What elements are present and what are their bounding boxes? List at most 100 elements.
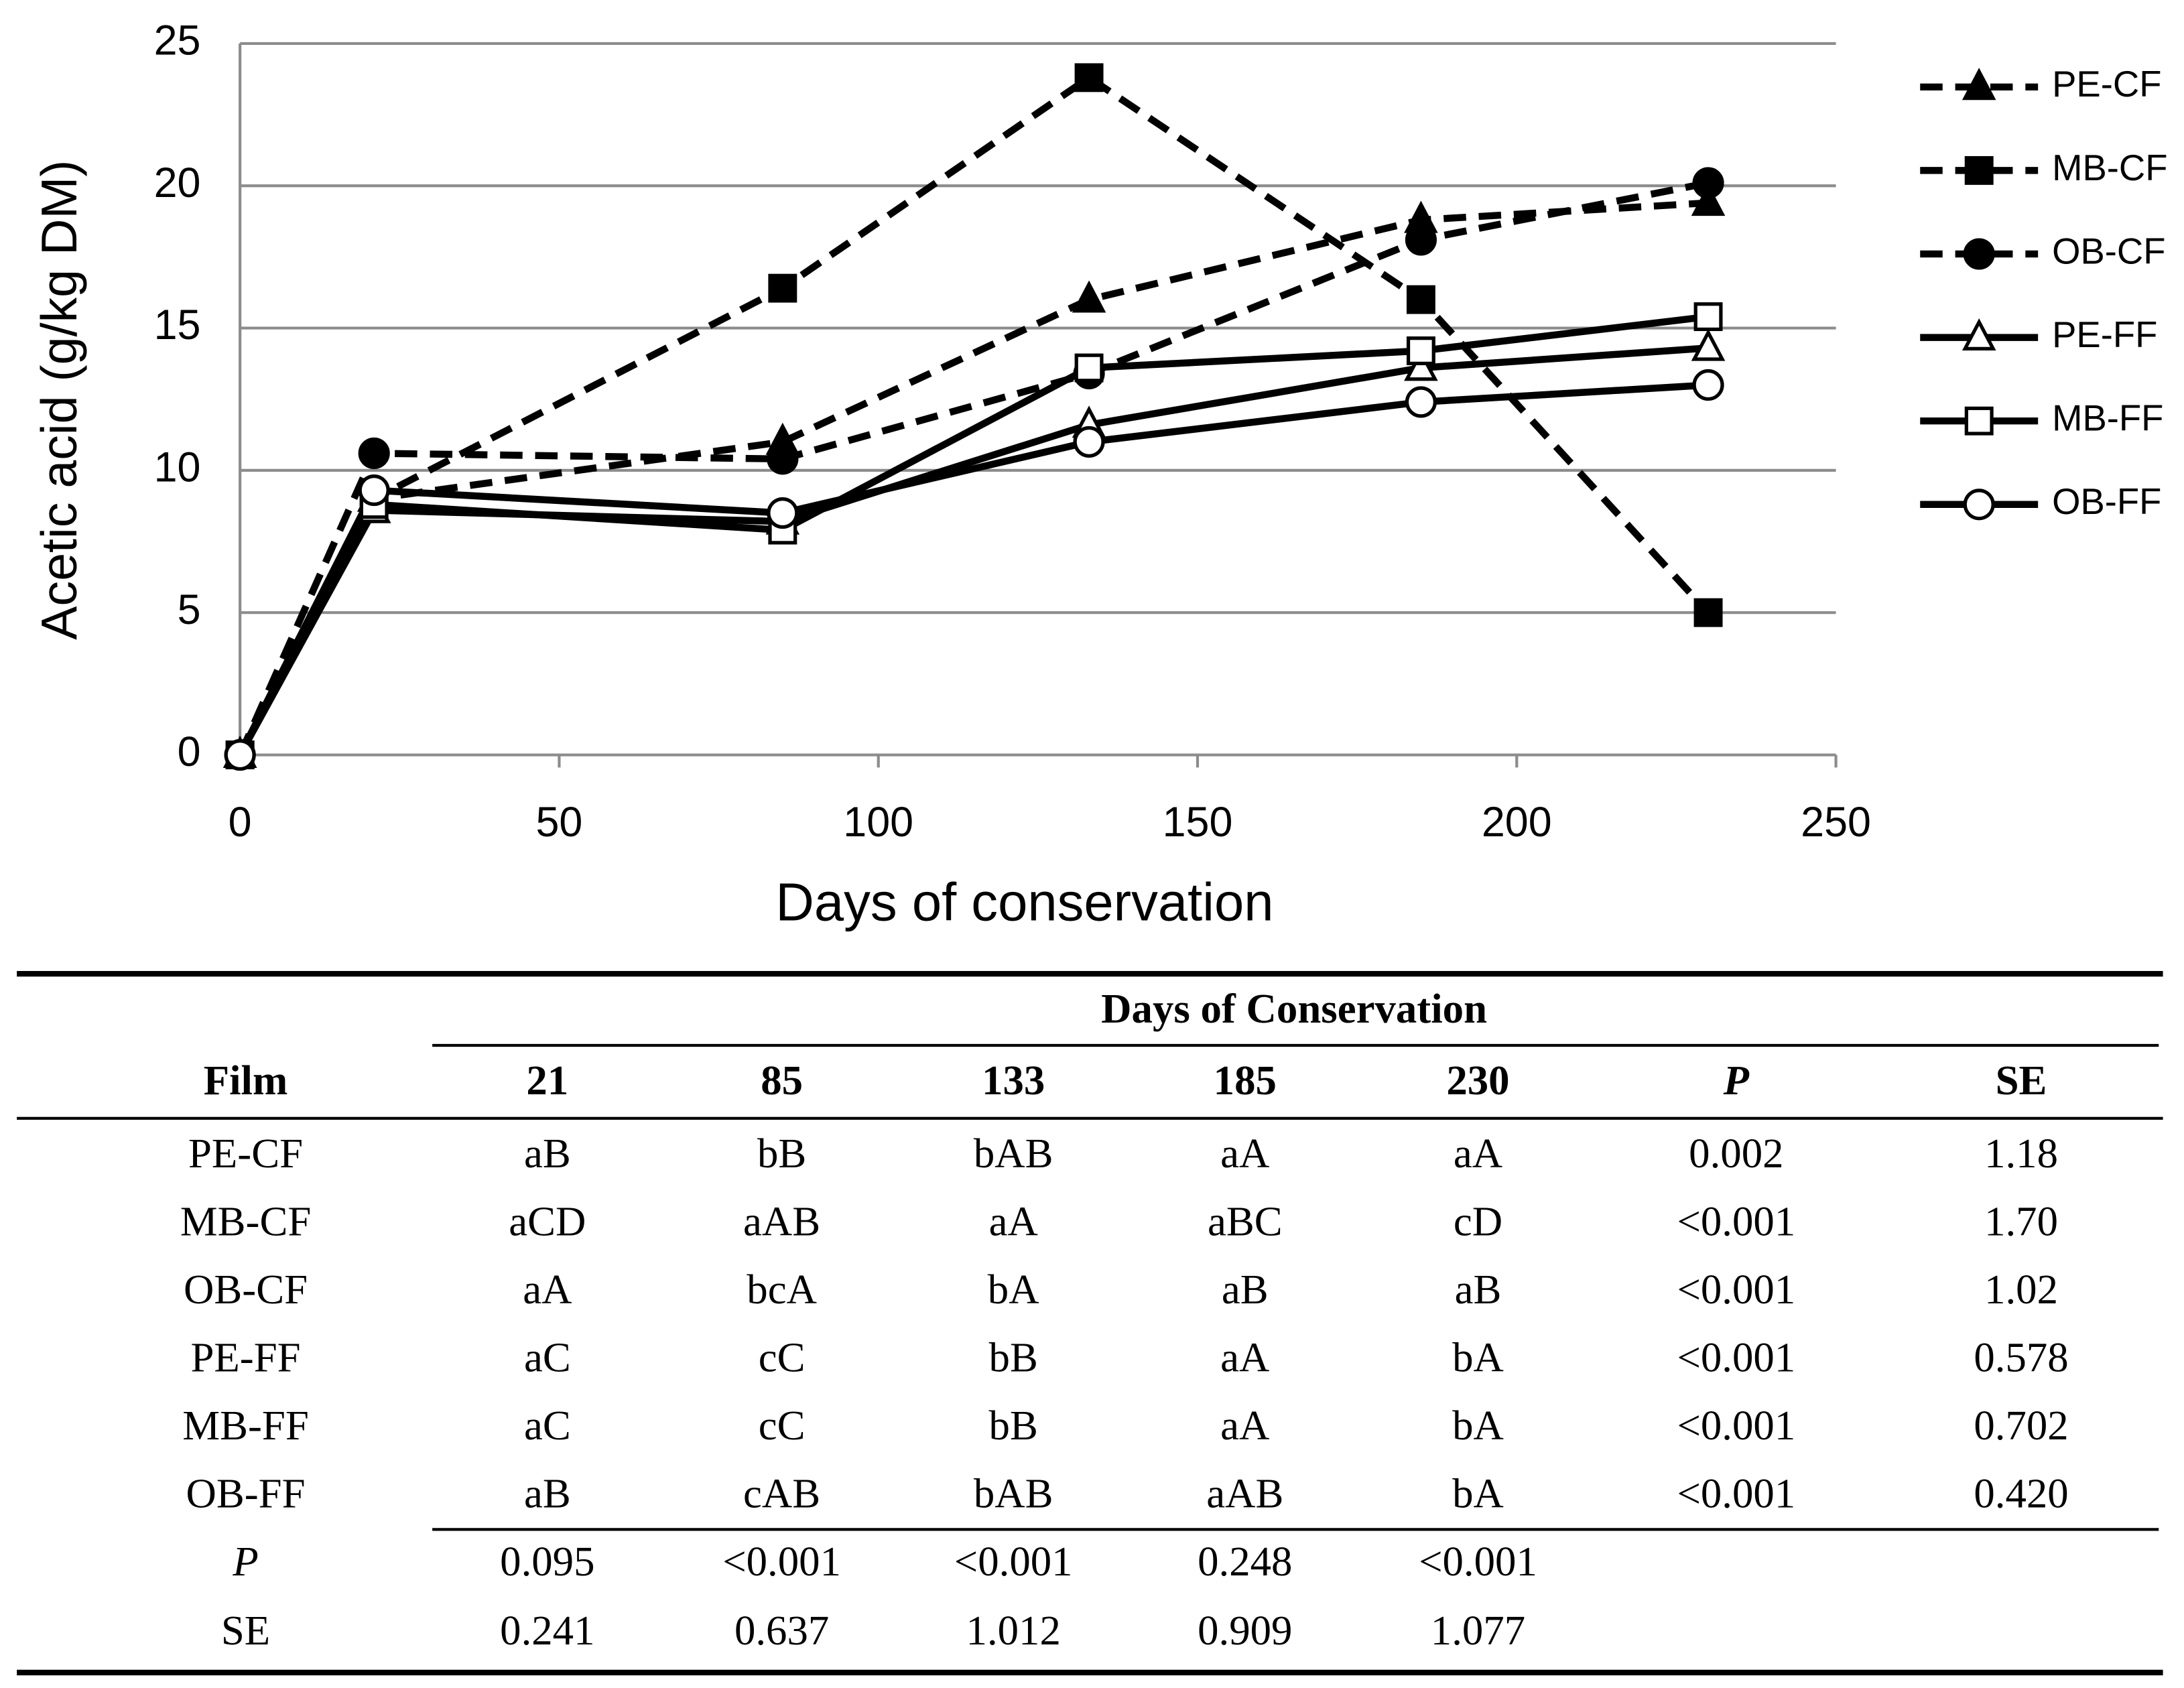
table-cell: bB <box>757 1130 806 1177</box>
table-cell: bA <box>1452 1334 1504 1381</box>
table-cell: PE-FF <box>190 1334 300 1381</box>
marker <box>1691 184 1726 216</box>
table-cell: aCD <box>509 1197 586 1244</box>
footer-cell: 0.095 <box>500 1538 594 1585</box>
table-cell: aAB <box>1206 1470 1283 1517</box>
y-tick-label: 5 <box>178 586 201 633</box>
table-cell: 0.702 <box>1974 1402 2068 1449</box>
x-tick-label: 150 <box>1163 799 1233 846</box>
table-cell: aC <box>524 1334 571 1381</box>
column-header: 230 <box>1446 1057 1509 1104</box>
table-cell: aA <box>1220 1130 1269 1177</box>
series-line <box>237 381 1709 757</box>
legend-marker <box>1963 238 1995 270</box>
x-tick-label: 200 <box>1482 799 1552 846</box>
footer-cell: 1.012 <box>966 1607 1061 1654</box>
table-cell: aA <box>1220 1334 1269 1381</box>
table-cell: 1.18 <box>1984 1130 2058 1177</box>
marker <box>1406 336 1435 365</box>
y-tick-label: 25 <box>154 17 201 64</box>
table-cell: aA <box>1220 1402 1269 1449</box>
column-header: 133 <box>982 1057 1045 1104</box>
marker <box>1406 285 1435 314</box>
x-tick-label: 100 <box>843 799 913 846</box>
table-cell: aA <box>989 1197 1038 1244</box>
x-axis-title: Days of conservation <box>775 872 1273 932</box>
table-cell: bAB <box>974 1130 1053 1177</box>
table-cell: cC <box>759 1334 806 1381</box>
column-header: SE <box>1996 1057 2047 1104</box>
marker <box>1692 369 1724 401</box>
x-tick-label: 50 <box>535 799 582 846</box>
table-cell: 0.002 <box>1689 1130 1783 1177</box>
table-cell: cD <box>1454 1197 1502 1244</box>
x-tick-label: 250 <box>1801 799 1871 846</box>
marker <box>224 738 256 771</box>
legend-label: MB-FF <box>2052 398 2163 439</box>
table-cell: 0.420 <box>1974 1470 2068 1517</box>
table: Days of Conservation Film 21 85 133 185 230 P S… <box>17 971 2163 1676</box>
table-cell: aBC <box>1208 1197 1283 1244</box>
y-tick-label: 15 <box>154 302 201 348</box>
marker <box>1072 280 1106 313</box>
legend-marker <box>1962 68 1996 101</box>
table-cell: aB <box>1222 1266 1269 1313</box>
table-cell: MB-CF <box>180 1197 312 1244</box>
table-cell: aB <box>524 1130 571 1177</box>
table-cell: aAB <box>743 1197 820 1244</box>
table-cell: cAB <box>743 1470 820 1517</box>
table-cell: 1.02 <box>1984 1266 2058 1313</box>
marker <box>358 437 390 469</box>
table-cell: PE-CF <box>188 1130 303 1177</box>
table-cell: <0.001 <box>1677 1470 1795 1517</box>
table-cell: aB <box>1455 1266 1502 1313</box>
table-cell: cC <box>759 1402 806 1449</box>
series-line <box>237 179 1710 757</box>
marker <box>1691 328 1726 361</box>
legend-label: PE-FF <box>2052 314 2157 355</box>
column-header: 185 <box>1214 1057 1277 1104</box>
legend-marker <box>1964 155 1994 185</box>
series-line <box>237 73 1711 757</box>
marker <box>1405 386 1437 418</box>
table-cell: bB <box>989 1402 1038 1449</box>
footer-cell: P <box>232 1538 258 1585</box>
table-cell: aB <box>524 1470 571 1517</box>
table-cell: <0.001 <box>1677 1197 1795 1244</box>
legend-label: OB-FF <box>2052 481 2161 522</box>
marker <box>1692 167 1724 199</box>
footer-cell: <0.001 <box>954 1538 1073 1585</box>
series-line <box>237 313 1709 757</box>
marker <box>358 474 390 507</box>
table-cell: aC <box>524 1402 571 1449</box>
marker <box>1074 353 1104 383</box>
legend-marker <box>1963 489 1995 521</box>
column-header: P <box>1723 1057 1750 1104</box>
y-tick-label: 10 <box>154 444 201 491</box>
column-header: 85 <box>761 1057 803 1104</box>
table-cell: <0.001 <box>1677 1266 1795 1313</box>
table-cell: 1.70 <box>1984 1197 2058 1244</box>
y-tick-label: 0 <box>178 728 201 775</box>
footer-cell: SE <box>221 1607 270 1654</box>
x-tick-label: 0 <box>229 799 252 846</box>
table-cell: <0.001 <box>1677 1402 1795 1449</box>
table-cell: MB-FF <box>182 1402 309 1449</box>
table-cell: bAB <box>974 1470 1053 1517</box>
series-line <box>237 344 1709 757</box>
marker <box>1404 348 1438 381</box>
chart: Acetic acid (g/kg DM) Days of conservati… <box>31 17 2167 932</box>
table-cell: <0.001 <box>1677 1334 1795 1381</box>
y-axis-title: Acetic acid (g/kg DM) <box>31 160 87 640</box>
table-cell: bA <box>988 1266 1039 1313</box>
legend-marker <box>1964 406 1994 436</box>
marker <box>1405 224 1437 256</box>
marker <box>1073 426 1105 458</box>
footer-cell: 0.241 <box>500 1607 594 1654</box>
marker <box>1074 63 1104 92</box>
marker <box>1693 598 1723 627</box>
marker <box>1693 302 1723 332</box>
table-cell: bB <box>989 1334 1038 1381</box>
marker <box>767 443 799 475</box>
table-cell: aA <box>1454 1130 1502 1177</box>
